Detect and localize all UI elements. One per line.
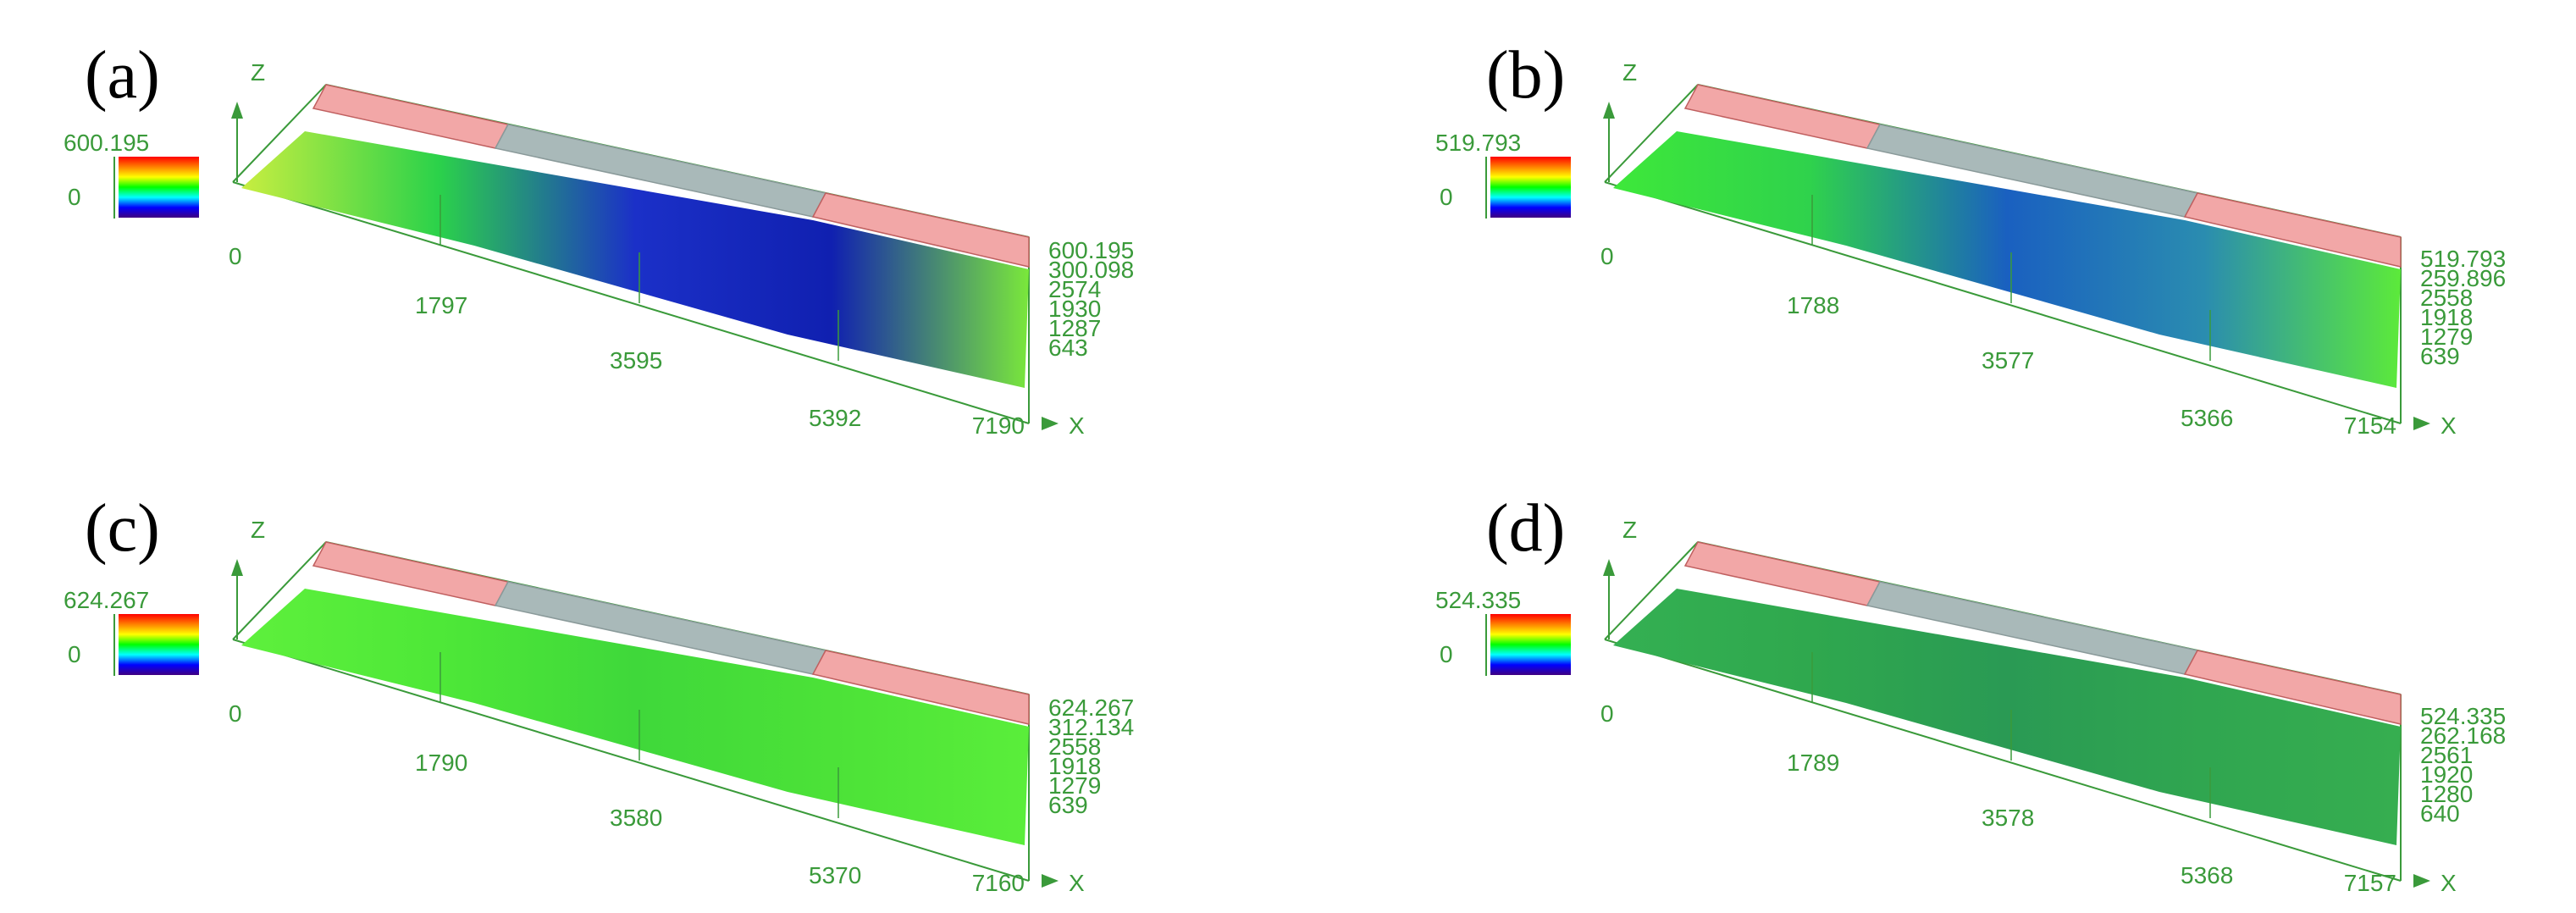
x-tick-label: 5392 [809,405,861,431]
color-scale-max: 624.267 [64,587,149,613]
x-tick-label: 1789 [1787,750,1839,776]
x-tick-label: 3577 [1982,347,2034,374]
surface-map [1613,131,2401,388]
x-tick-label: 3595 [610,347,662,374]
axis-line-depth [232,84,327,183]
right-scale-label: 640 [2420,800,2460,827]
origin-label: 0 [229,700,242,727]
x-axis-label: X [2441,870,2457,896]
x-tick-label: 5368 [2181,862,2233,888]
right-scale-label: 1287 [1048,315,1101,341]
right-scale-label: 1918 [2420,304,2473,330]
right-scale-label: 643 [1048,335,1088,361]
axis-line-depth [232,541,327,640]
surface-map [241,589,1029,845]
x-axis-line [232,639,1030,882]
right-scale-label: 1918 [1048,753,1101,779]
mask-right [2183,650,2402,725]
right-scale-label: 519.793 [2420,246,2506,272]
color-scale-min: 0 [68,184,81,210]
x-axis-arrow [2413,874,2430,888]
right-scale-label: 1279 [2420,324,2473,350]
color-scale-bar [1490,614,1571,675]
x-axis-arrow [1042,417,1059,430]
color-scale-bar [119,157,199,218]
color-scale-max: 524.335 [1435,587,1521,613]
z-axis-arrow [1603,559,1615,576]
right-scale-label: 1930 [1048,296,1101,322]
panel-label: (a) [85,38,160,113]
surface-map [1613,589,2401,845]
z-axis-arrow [231,559,243,576]
origin-label: 0 [1600,243,1614,269]
z-axis-label: Z [251,517,265,543]
right-scale-label: 600.195 [1048,237,1134,263]
right-scale-label: 262.168 [2420,722,2506,749]
x-tick-label: 5366 [2181,405,2233,431]
color-scale-max: 519.793 [1435,130,1521,156]
axis-line-depth [1604,84,1699,183]
right-scale-label: 1279 [1048,772,1101,799]
x-axis-arrow [1042,874,1059,888]
z-axis-label: Z [251,59,265,86]
color-scale-min: 0 [68,641,81,667]
right-scale-label: 259.896 [2420,265,2506,291]
x-tick-label: 7160 [972,870,1025,896]
right-scale-label: 2558 [1048,733,1101,760]
x-axis-label: X [2441,412,2457,439]
panel-label: (c) [85,491,160,566]
x-axis-label: X [1069,412,1085,439]
mask-right [2183,192,2402,268]
x-axis-label: X [1069,870,1085,896]
x-tick-label: 7154 [2344,412,2396,439]
x-tick-label: 5370 [809,862,861,888]
axis-line-depth [1604,541,1699,640]
color-scale-min: 0 [1440,184,1453,210]
z-axis-arrow [1603,102,1615,119]
x-axis-line [1604,181,2402,424]
color-scale-bar [119,614,199,675]
surface-map [241,131,1029,388]
right-scale-label: 639 [2420,343,2460,369]
x-axis-arrow [2413,417,2430,430]
x-axis-line [1604,639,2402,882]
color-scale-bar [1490,157,1571,218]
x-tick-label: 1788 [1787,292,1839,318]
right-scale-label: 312.134 [1048,714,1134,740]
z-axis-label: Z [1622,517,1637,543]
x-tick-label: 7157 [2344,870,2396,896]
right-scale-label: 1280 [2420,781,2473,807]
z-axis-arrow [231,102,243,119]
right-scale-label: 2561 [2420,742,2473,768]
color-scale-max: 600.195 [64,130,149,156]
right-scale-label: 624.267 [1048,694,1134,721]
right-scale-label: 524.335 [2420,703,2506,729]
right-scale-label: 2558 [2420,285,2473,311]
x-tick-label: 1790 [415,750,467,776]
x-tick-label: 3580 [610,805,662,831]
panel-label: (b) [1486,38,1565,113]
z-axis-label: Z [1622,59,1637,86]
origin-label: 0 [229,243,242,269]
x-tick-label: 1797 [415,292,467,318]
right-scale-label: 1920 [2420,761,2473,788]
color-scale-min: 0 [1440,641,1453,667]
right-scale-label: 639 [1048,792,1088,818]
x-tick-label: 3578 [1982,805,2034,831]
panel-label: (d) [1486,491,1565,566]
mask-right [811,650,1030,725]
x-axis-line [232,181,1030,424]
right-scale-label: 2574 [1048,276,1101,302]
x-tick-label: 7190 [972,412,1025,439]
mask-right [811,192,1030,268]
origin-label: 0 [1600,700,1614,727]
right-scale-label: 300.098 [1048,257,1134,283]
